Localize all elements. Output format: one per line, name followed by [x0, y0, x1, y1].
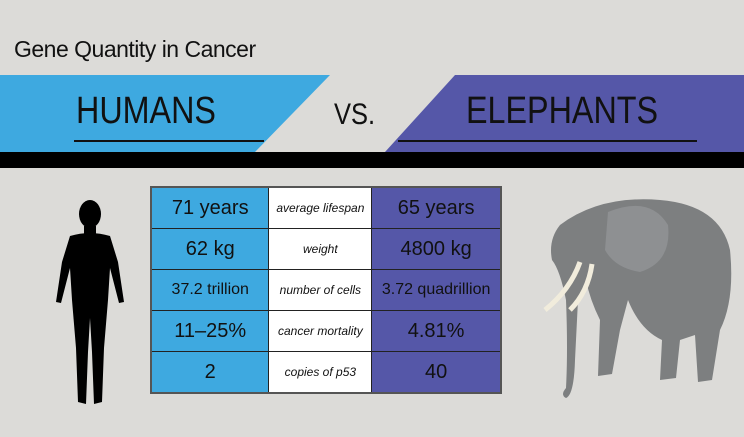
humans-band	[0, 75, 330, 152]
divider-bar	[0, 152, 744, 168]
human-value: 2	[151, 351, 270, 394]
table-row: 2 copies of p53 40	[151, 351, 501, 394]
elephant-value: 65 years	[371, 186, 501, 229]
row-label: number of cells	[268, 269, 372, 311]
comparison-table: 71 years average lifespan 65 years 62 kg…	[150, 186, 502, 394]
elephant-value: 40	[371, 351, 501, 394]
human-value: 11–25%	[151, 310, 270, 352]
elephants-heading: ELEPHANTS	[466, 90, 659, 132]
table-row: 62 kg weight 4800 kg	[151, 228, 501, 270]
row-label: average lifespan	[268, 186, 372, 229]
elephant-image-icon	[543, 199, 732, 398]
table-row: 71 years average lifespan 65 years	[151, 186, 501, 229]
human-silhouette-icon	[56, 200, 124, 404]
page-title: Gene Quantity in Cancer	[14, 36, 256, 62]
human-value: 37.2 trillion	[151, 269, 270, 311]
elephant-value: 4800 kg	[371, 228, 501, 270]
human-value: 62 kg	[151, 228, 270, 270]
row-label: weight	[268, 228, 372, 270]
table-row: 11–25% cancer mortality 4.81%	[151, 310, 501, 352]
vs-label: VS.	[334, 98, 376, 131]
elephant-value: 3.72 quadrillion	[371, 269, 501, 311]
elephant-value: 4.81%	[371, 310, 501, 352]
row-label: copies of p53	[268, 351, 372, 394]
table-row: 37.2 trillion number of cells 3.72 quadr…	[151, 269, 501, 311]
humans-heading: HUMANS	[76, 90, 216, 132]
elephants-band	[385, 75, 744, 152]
row-label: cancer mortality	[268, 310, 372, 352]
human-value: 71 years	[151, 186, 270, 229]
